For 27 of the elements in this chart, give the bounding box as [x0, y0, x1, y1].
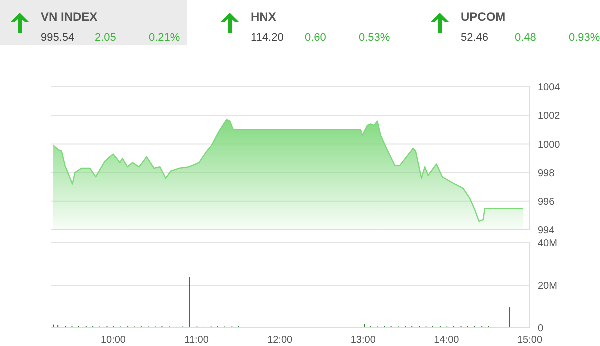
text: UPCOM [461, 10, 506, 24]
x-tick-label: 13:00 [350, 335, 376, 346]
text: 0.53% [359, 32, 390, 44]
x-tick-label: 10:00 [100, 335, 126, 346]
y-tick-label: 1004 [538, 82, 561, 94]
text: 2.05 [95, 32, 116, 44]
x-tick-label: 14:00 [434, 335, 460, 346]
y-tick-label: 20M [538, 281, 558, 292]
text: 0.21% [149, 32, 180, 44]
text: 0.48 [515, 32, 536, 44]
y-tick-label: 994 [538, 226, 556, 237]
text: 114.20 [251, 32, 284, 44]
text: HNX [251, 10, 276, 24]
y-tick-label: 1002 [538, 111, 561, 122]
x-tick-label: 15:00 [517, 335, 543, 346]
text: 0.60 [305, 32, 326, 44]
y-tick-label: 998 [538, 168, 556, 180]
y-tick-label: 0 [538, 324, 544, 335]
text: 52.46 [461, 32, 489, 44]
y-tick-label: 40M [538, 238, 558, 250]
text: 0.93% [569, 32, 600, 44]
y-tick-label: 1000 [538, 140, 561, 151]
y-tick-label: 996 [538, 196, 556, 208]
x-tick-label: 11:00 [184, 335, 210, 346]
text: VN INDEX [41, 10, 98, 24]
text: 995.54 [41, 32, 75, 44]
x-tick-label: 12:00 [268, 335, 294, 346]
